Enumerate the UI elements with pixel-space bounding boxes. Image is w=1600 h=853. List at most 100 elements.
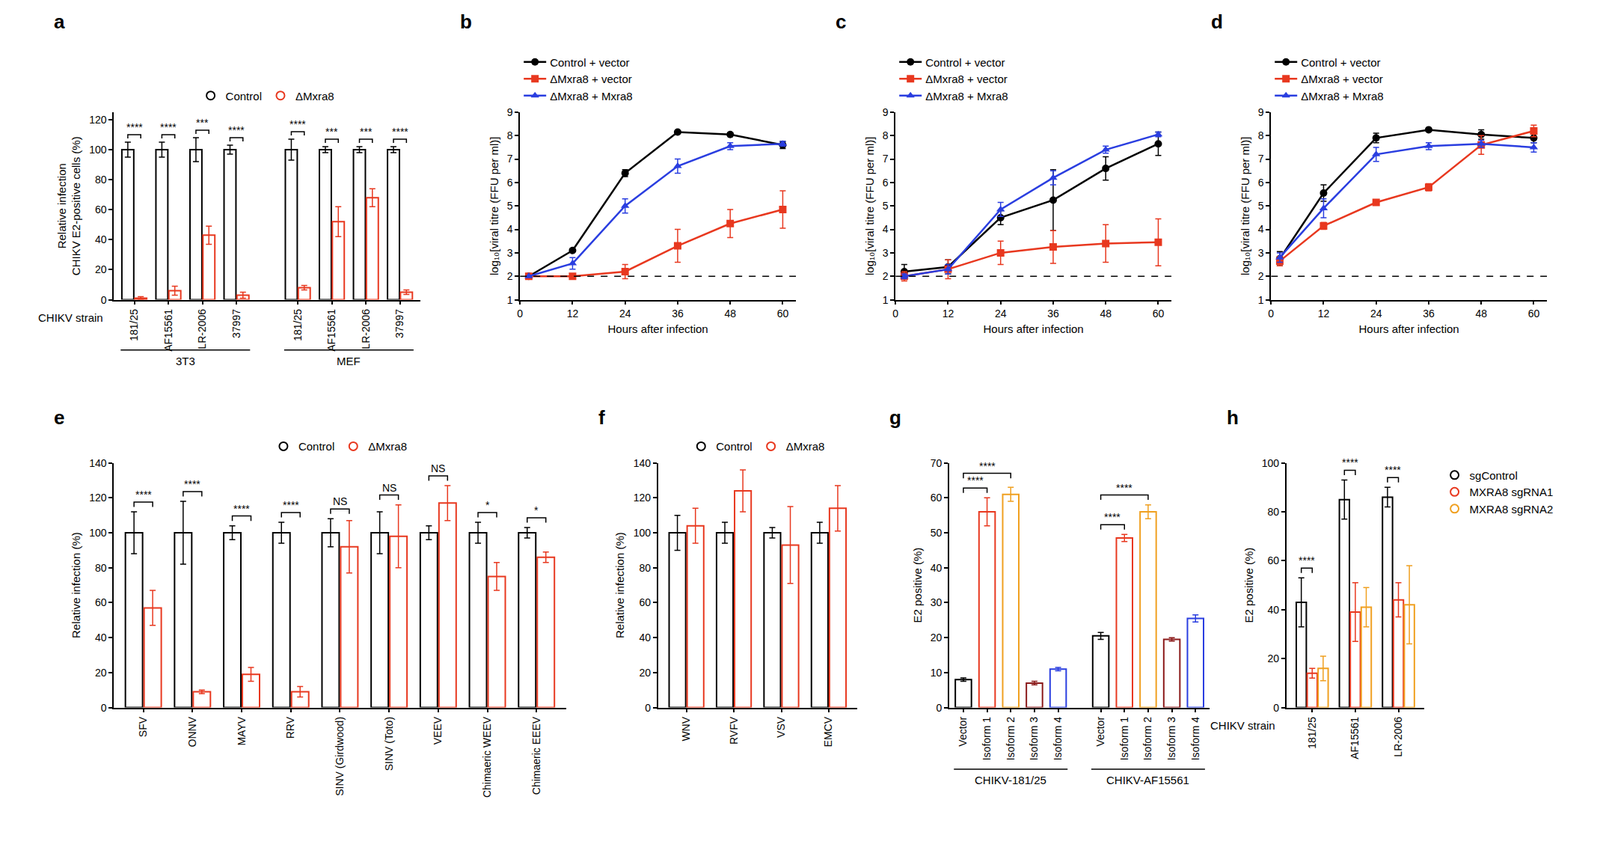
svg-text:NS: NS <box>430 462 446 475</box>
svg-text:MAYV: MAYV <box>235 715 248 746</box>
svg-text:Isoform 3: Isoform 3 <box>1165 716 1178 761</box>
svg-text:SINV (Girdwood): SINV (Girdwood) <box>333 716 346 796</box>
svg-text:20: 20 <box>638 666 651 679</box>
svg-text:ΔMxra8: ΔMxra8 <box>368 439 407 453</box>
svg-text:37997: 37997 <box>230 308 243 339</box>
svg-text:log₁₀[viral titre (FFU per ml): log₁₀[viral titre (FFU per ml)] <box>487 136 501 276</box>
svg-text:2: 2 <box>1258 270 1265 283</box>
svg-text:RVFV: RVFV <box>727 715 740 745</box>
svg-text:Control + vector: Control + vector <box>549 56 630 69</box>
svg-text:log₁₀[viral titre (FFU per ml): log₁₀[viral titre (FFU per ml)] <box>863 136 876 276</box>
svg-text:****: **** <box>160 121 177 134</box>
svg-text:0: 0 <box>892 307 899 320</box>
svg-text:Isoform 3: Isoform 3 <box>1027 716 1040 761</box>
svg-text:ΔMxra8: ΔMxra8 <box>786 439 826 453</box>
svg-text:e: e <box>53 406 65 429</box>
svg-text:48: 48 <box>1475 307 1488 320</box>
svg-text:f: f <box>598 406 606 429</box>
svg-text:Hours after infection: Hours after infection <box>982 322 1084 336</box>
svg-text:36: 36 <box>1422 307 1435 320</box>
svg-text:80: 80 <box>94 173 107 186</box>
svg-text:48: 48 <box>1099 307 1112 320</box>
svg-text:60: 60 <box>930 491 943 504</box>
svg-text:ΔMxra8: ΔMxra8 <box>295 89 335 103</box>
svg-text:CHIKV strain: CHIKV strain <box>38 311 104 324</box>
svg-text:60: 60 <box>777 307 790 320</box>
svg-text:80: 80 <box>1267 505 1280 518</box>
svg-text:24: 24 <box>619 307 632 320</box>
svg-text:VEEV: VEEV <box>431 715 444 745</box>
svg-text:80: 80 <box>94 561 107 574</box>
svg-text:5: 5 <box>1258 199 1265 212</box>
svg-text:*: * <box>485 498 490 511</box>
svg-text:****: **** <box>979 460 996 472</box>
svg-text:60: 60 <box>1152 307 1165 320</box>
svg-text:100: 100 <box>89 526 107 539</box>
svg-text:*: * <box>534 504 539 517</box>
svg-text:CHIKV strain: CHIKV strain <box>1210 718 1276 732</box>
svg-text:100: 100 <box>1261 457 1280 470</box>
svg-text:60: 60 <box>1528 307 1541 320</box>
svg-text:0: 0 <box>100 701 107 714</box>
svg-text:100: 100 <box>633 526 652 539</box>
svg-text:CHIKV-181/25: CHIKV-181/25 <box>974 773 1047 787</box>
svg-text:40: 40 <box>94 233 107 246</box>
svg-text:AF15561: AF15561 <box>1348 716 1361 760</box>
svg-text:1: 1 <box>882 293 889 306</box>
svg-text:MXRA8 sgRNA2: MXRA8 sgRNA2 <box>1469 502 1554 516</box>
svg-text:WNV: WNV <box>679 715 692 741</box>
svg-text:AF15561: AF15561 <box>162 308 175 352</box>
svg-text:Relative infection (%): Relative infection (%) <box>69 531 83 639</box>
svg-text:****: **** <box>228 124 245 137</box>
svg-text:12: 12 <box>1317 307 1330 320</box>
svg-text:Vector: Vector <box>1094 716 1107 747</box>
svg-text:60: 60 <box>94 203 107 216</box>
svg-text:****: **** <box>967 474 984 487</box>
svg-text:g: g <box>889 406 902 429</box>
svg-text:0: 0 <box>644 701 651 714</box>
svg-text:ΔMxra8 + vector: ΔMxra8 + vector <box>1300 72 1384 86</box>
svg-text:LR-2006: LR-2006 <box>1392 716 1405 757</box>
svg-text:ΔMxra8 + Mxra8: ΔMxra8 + Mxra8 <box>925 89 1008 103</box>
svg-text:ONNV: ONNV <box>186 715 199 747</box>
svg-text:***: *** <box>195 116 209 129</box>
svg-text:MXRA8 sgRNA1: MXRA8 sgRNA1 <box>1469 485 1554 499</box>
svg-text:ΔMxra8 + Mxra8: ΔMxra8 + Mxra8 <box>1300 89 1384 103</box>
svg-text:20: 20 <box>94 263 107 276</box>
svg-text:9: 9 <box>882 106 889 119</box>
svg-text:****: **** <box>233 502 250 515</box>
svg-text:CHIKV-AF15561: CHIKV-AF15561 <box>1106 773 1190 787</box>
svg-text:181/25: 181/25 <box>291 308 304 342</box>
svg-text:40: 40 <box>1267 603 1280 616</box>
svg-text:20: 20 <box>1267 652 1280 665</box>
svg-text:NS: NS <box>332 495 348 508</box>
svg-text:6: 6 <box>507 176 514 189</box>
svg-text:7: 7 <box>882 152 889 165</box>
svg-text:Isoform 4: Isoform 4 <box>1189 716 1202 761</box>
svg-text:Isoform 2: Isoform 2 <box>1141 716 1154 761</box>
svg-text:48: 48 <box>724 307 737 320</box>
svg-text:0: 0 <box>100 293 107 306</box>
svg-text:***: *** <box>325 125 339 138</box>
svg-text:****: **** <box>282 498 300 511</box>
svg-text:NS: NS <box>382 481 397 494</box>
svg-text:3: 3 <box>1258 246 1265 259</box>
svg-text:8: 8 <box>507 129 514 142</box>
svg-text:30: 30 <box>930 596 943 609</box>
svg-text:Relative infectionCHIKV E2-pos: Relative infectionCHIKV E2-positive cell… <box>55 136 84 276</box>
svg-text:0: 0 <box>1273 701 1280 714</box>
svg-text:Control + vector: Control + vector <box>925 56 1005 69</box>
svg-text:RRV: RRV <box>284 715 297 739</box>
svg-text:Control + vector: Control + vector <box>1300 56 1381 69</box>
svg-text:50: 50 <box>930 526 943 539</box>
svg-text:****: **** <box>1104 510 1121 523</box>
svg-text:7: 7 <box>507 152 514 165</box>
svg-text:20: 20 <box>94 666 107 679</box>
svg-text:****: **** <box>1298 554 1316 567</box>
svg-text:a: a <box>53 10 66 33</box>
svg-text:8: 8 <box>1258 129 1265 142</box>
svg-text:5: 5 <box>507 199 514 212</box>
svg-text:Isoform 1: Isoform 1 <box>1118 716 1131 761</box>
svg-text:c: c <box>835 10 847 33</box>
svg-text:120: 120 <box>633 491 652 504</box>
